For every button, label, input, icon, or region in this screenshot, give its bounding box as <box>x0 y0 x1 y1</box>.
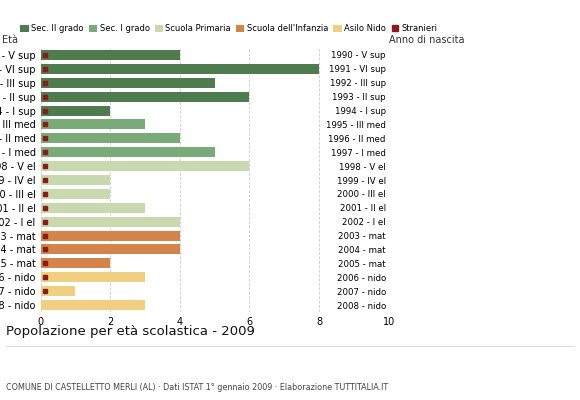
Bar <box>41 50 180 60</box>
Bar <box>41 92 249 102</box>
Bar <box>41 161 249 171</box>
Bar <box>41 175 110 185</box>
Bar <box>41 272 145 282</box>
Bar <box>41 64 319 74</box>
Bar <box>41 258 110 268</box>
Legend: Sec. II grado, Sec. I grado, Scuola Primaria, Scuola dell'Infanzia, Asilo Nido, : Sec. II grado, Sec. I grado, Scuola Prim… <box>20 24 438 33</box>
Text: Età: Età <box>2 35 19 45</box>
Text: COMUNE DI CASTELLETTO MERLI (AL) · Dati ISTAT 1° gennaio 2009 · Elaborazione TUT: COMUNE DI CASTELLETTO MERLI (AL) · Dati … <box>6 383 388 392</box>
Bar <box>41 120 145 130</box>
Bar <box>41 286 75 296</box>
Bar <box>41 106 110 116</box>
Bar <box>41 147 215 157</box>
Bar <box>41 78 215 88</box>
Bar <box>41 189 110 199</box>
Bar <box>41 230 180 240</box>
Text: Popolazione per età scolastica - 2009: Popolazione per età scolastica - 2009 <box>6 325 255 338</box>
Bar <box>41 133 180 143</box>
Text: Anno di nascita: Anno di nascita <box>389 35 464 45</box>
Bar <box>41 300 145 310</box>
Bar <box>41 217 180 227</box>
Bar <box>41 244 180 254</box>
Bar <box>41 203 145 213</box>
